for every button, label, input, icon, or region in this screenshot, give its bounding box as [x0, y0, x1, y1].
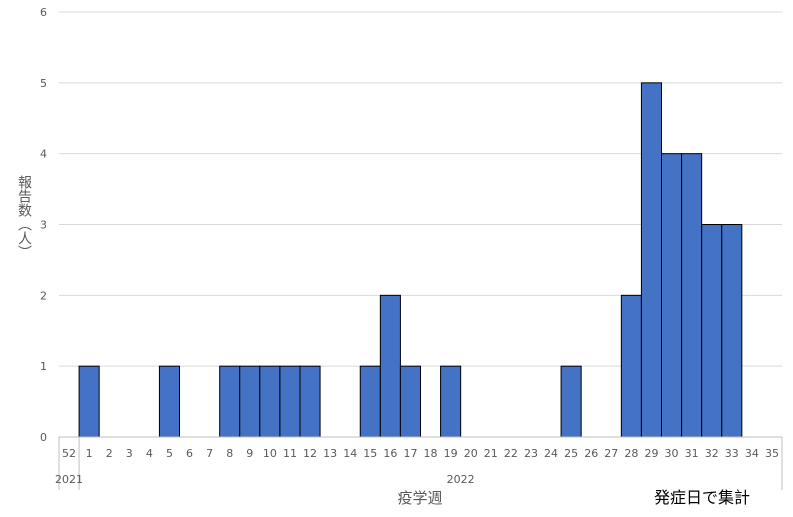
x-tick-label: 10 [263, 447, 277, 460]
y-tick-label: 0 [40, 431, 47, 444]
x-tick-label: 23 [524, 447, 538, 460]
bar-week-10 [259, 365, 281, 438]
x-tick-label: 15 [363, 447, 377, 460]
x-tick-label: 11 [283, 447, 297, 460]
x-tick-label: 22 [504, 447, 518, 460]
x-tick-label: 20 [464, 447, 478, 460]
bar-week-28 [620, 294, 642, 438]
x-tick-label: 8 [226, 447, 233, 460]
x-tick-label: 2 [106, 447, 113, 460]
y-tick-label: 4 [40, 148, 47, 161]
bar-week-16 [379, 294, 401, 438]
bar-week-15 [359, 365, 381, 438]
bar-week-19 [440, 365, 462, 438]
bar-week-25 [560, 365, 582, 438]
x-tick-label: 27 [604, 447, 618, 460]
y-axis-label: 報告数（人） [16, 175, 32, 259]
x-axis-ticks: 52 1 2 3 4 5 6 7 8 9 10 11 12 13 14 15 16 17 18 19 20 21 22 23 2… [62, 447, 779, 460]
x-tick-label: 29 [644, 447, 658, 460]
x-tick-label: 18 [424, 447, 438, 460]
bar-week-11 [279, 365, 301, 438]
x-tick-label: 25 [564, 447, 578, 460]
x-tick-label: 16 [383, 447, 397, 460]
x-tick-label: 12 [303, 447, 317, 460]
x-tick-label: 14 [343, 447, 357, 460]
bars [78, 82, 743, 438]
x-tick-label: 9 [246, 447, 253, 460]
y-axis-ticks: 0 1 2 3 4 5 6 [40, 6, 47, 444]
x-tick-label: 31 [685, 447, 699, 460]
x-tick-label: 21 [484, 447, 498, 460]
x-tick-label: 52 [62, 447, 76, 460]
bar-week-30 [661, 153, 683, 438]
year-labels: 2021 2022 [55, 473, 475, 486]
bar-week-9 [239, 365, 261, 438]
y-tick-label: 3 [40, 219, 47, 232]
x-tick-label: 26 [584, 447, 598, 460]
x-tick-label: 13 [323, 447, 337, 460]
x-axis [58, 436, 783, 490]
y-tick-label: 1 [40, 360, 47, 373]
x-tick-label: 33 [725, 447, 739, 460]
x-tick-label: 34 [745, 447, 759, 460]
bar-week-8 [219, 365, 241, 438]
bar-week-32 [701, 224, 723, 438]
x-tick-label: 17 [403, 447, 417, 460]
bar-week-12 [299, 365, 321, 438]
bar-week-33 [721, 224, 743, 438]
x-tick-label: 35 [765, 447, 779, 460]
y-tick-label: 2 [40, 289, 47, 302]
bar-week-1 [78, 365, 100, 438]
bar-week-5 [158, 365, 181, 438]
y-tick-label: 5 [40, 77, 47, 90]
aggregation-note: 発症日で集計 [654, 488, 750, 507]
x-tick-label: 30 [665, 447, 679, 460]
x-tick-label: 1 [86, 447, 93, 460]
x-tick-label: 28 [624, 447, 638, 460]
x-tick-label: 24 [544, 447, 558, 460]
bar-week-17 [399, 365, 421, 438]
x-tick-label: 7 [206, 447, 213, 460]
x-tick-label: 6 [186, 447, 193, 460]
x-tick-label: 5 [166, 447, 173, 460]
x-tick-label: 3 [126, 447, 133, 460]
year-label: 2021 [55, 473, 83, 486]
bar-week-29 [640, 82, 663, 438]
year-label: 2022 [447, 473, 475, 486]
y-tick-label: 6 [40, 6, 47, 19]
bar-week-31 [681, 153, 703, 438]
x-tick-label: 32 [705, 447, 719, 460]
x-axis-label: 疫学週 [397, 489, 442, 507]
x-tick-label: 4 [146, 447, 153, 460]
x-tick-label: 19 [444, 447, 458, 460]
